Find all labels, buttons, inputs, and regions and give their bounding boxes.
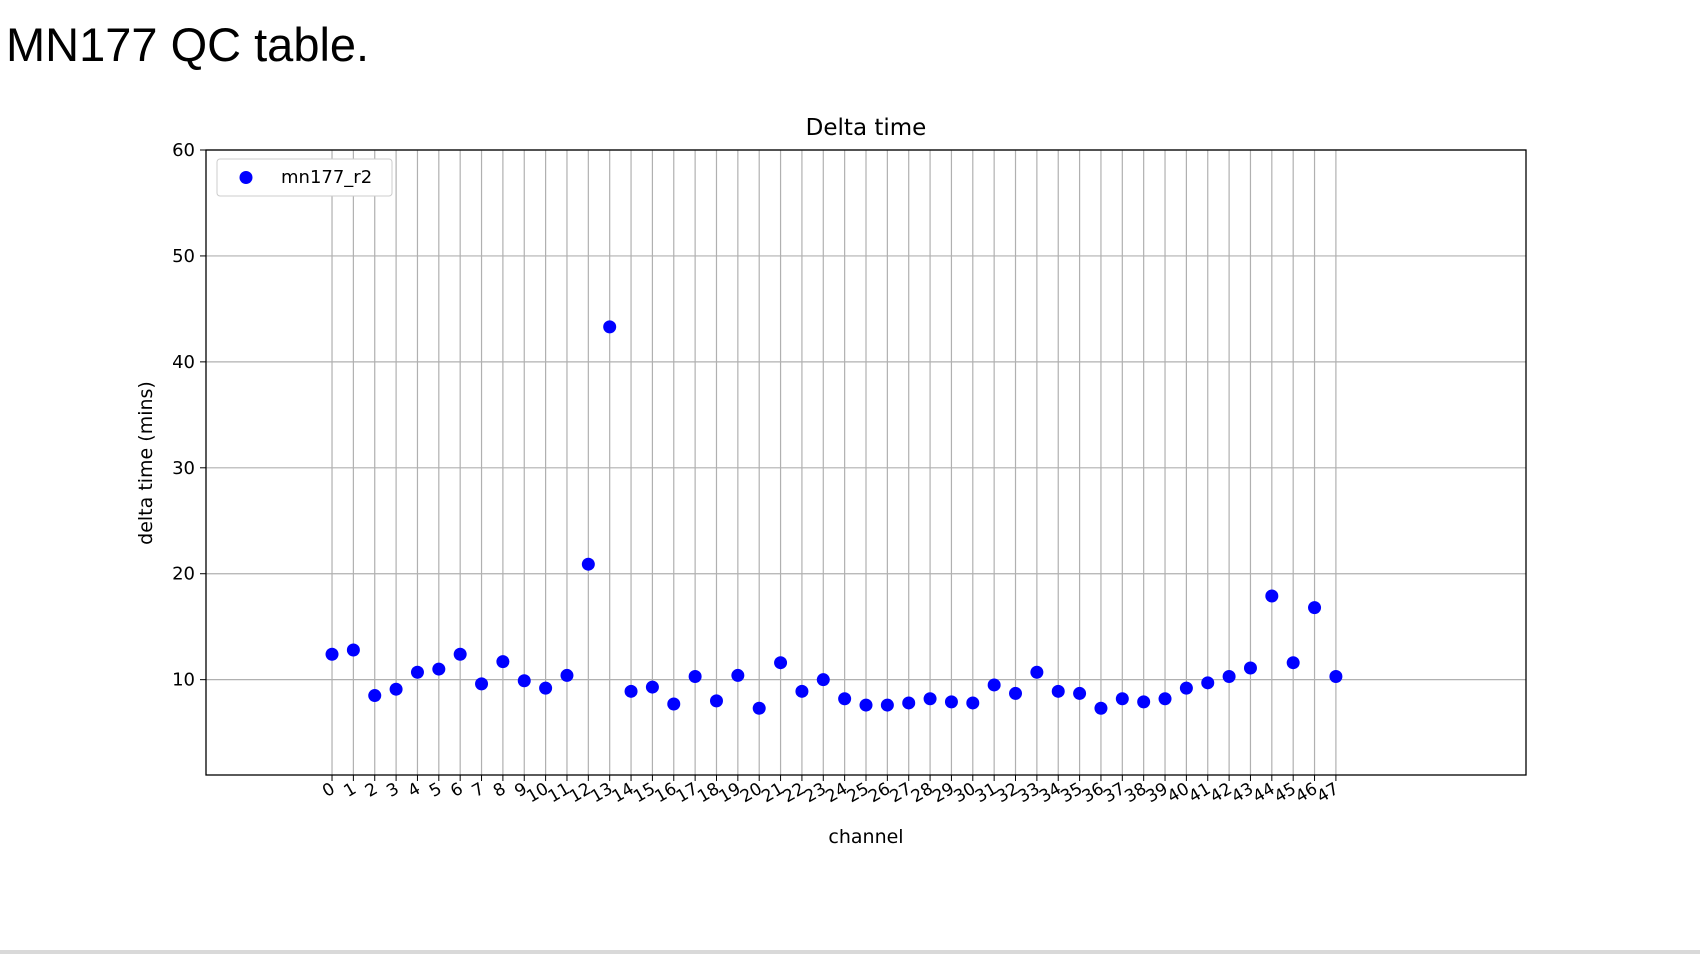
x-tick-label: 0: [319, 779, 338, 802]
x-tick-label: 47: [1314, 779, 1343, 807]
data-point: [1137, 695, 1151, 709]
legend-label: mn177_r2: [281, 167, 372, 188]
x-tick-label: 5: [426, 779, 445, 802]
x-tick-label: 4: [405, 779, 424, 802]
data-point: [1265, 589, 1279, 603]
x-tick-label: 7: [469, 779, 488, 802]
y-axis-ticks: 10 20 30 40 50 60: [172, 140, 206, 691]
data-point: [325, 647, 339, 661]
data-point: [560, 668, 574, 682]
data-point: [475, 677, 489, 691]
y-tick-label: 30: [172, 458, 195, 479]
data-point: [624, 684, 638, 698]
data-point: [603, 320, 617, 334]
data-point: [517, 674, 531, 688]
data-point: [688, 669, 702, 683]
y-tick-label: 10: [172, 670, 195, 691]
data-point: [731, 668, 745, 682]
data-point: [944, 695, 958, 709]
data-point: [539, 681, 553, 695]
data-point: [1286, 656, 1300, 670]
data-point: [1222, 669, 1236, 683]
data-point: [859, 698, 873, 712]
y-tick-label: 60: [172, 140, 195, 161]
data-point: [1179, 681, 1193, 695]
data-point: [1030, 665, 1044, 679]
data-point: [966, 696, 980, 710]
slide-title: MN177 QC table.: [6, 18, 370, 71]
data-point: [709, 694, 723, 708]
data-point: [902, 696, 916, 710]
data-point: [816, 673, 830, 687]
data-point: [1243, 661, 1257, 675]
data-point: [1329, 669, 1343, 683]
x-tick-label: 2: [362, 779, 381, 802]
data-point: [368, 689, 382, 703]
data-point: [346, 643, 360, 657]
data-point: [1158, 692, 1172, 706]
y-tick-label: 40: [172, 352, 195, 373]
data-point: [1201, 676, 1215, 690]
grid: [206, 149, 1526, 775]
data-point: [1051, 684, 1065, 698]
data-point: [1308, 601, 1322, 615]
data-point: [645, 680, 659, 694]
data-point: [795, 684, 809, 698]
data-point: [987, 678, 1001, 692]
y-axis-label: delta time (mins): [135, 381, 157, 545]
legend-marker: [239, 171, 253, 184]
data-point: [581, 557, 595, 571]
data-point: [838, 692, 852, 706]
x-axis-ticks: 0 1 2 3 4 5 6 7 8 9101112131415161718192021222324…: [319, 775, 1342, 807]
x-tick-label: 1: [341, 779, 360, 802]
slide-bottom-rule: [0, 950, 1700, 954]
data-point: [667, 697, 681, 711]
data-point: [774, 656, 788, 670]
data-point: [752, 701, 766, 715]
y-tick-label: 50: [172, 246, 195, 267]
x-tick-label: 6: [447, 779, 466, 802]
data-point: [1094, 701, 1108, 715]
y-tick-label: 20: [172, 564, 195, 585]
data-point: [410, 665, 424, 679]
legend: mn177_r2: [216, 158, 393, 197]
legend-box: [216, 158, 393, 197]
data-point: [1009, 686, 1023, 700]
data-point: [432, 662, 446, 676]
data-point: [1073, 686, 1087, 700]
data-point: [389, 682, 403, 696]
x-axis-label: channel: [828, 826, 903, 848]
data-points: [325, 320, 1343, 715]
data-point: [453, 647, 467, 661]
data-point: [496, 655, 510, 669]
x-tick-label: 8: [490, 779, 509, 802]
chart-title: Delta time: [806, 115, 927, 141]
x-tick-label: 3: [383, 779, 402, 802]
data-point: [1115, 692, 1129, 706]
data-point: [923, 692, 937, 706]
data-point: [880, 698, 894, 712]
